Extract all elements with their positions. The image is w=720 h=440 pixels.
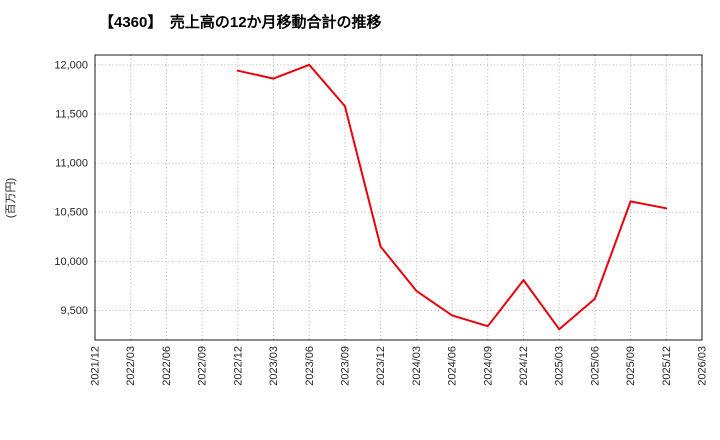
x-tick-label: 2025/06 [589,346,601,386]
x-tick-label: 2023/12 [375,346,387,386]
x-tick-label: 2025/03 [554,346,566,386]
x-tick-label: 2024/03 [411,346,423,386]
y-tick-label: 11,000 [55,158,88,170]
x-tick-label: 2022/06 [161,346,173,386]
x-tick-label: 2024/09 [482,346,494,386]
y-tick-label: 11,500 [55,108,88,120]
y-tick-label: 10,000 [54,256,88,268]
plot-area: 9,500 10,000 10,500 11,000 11,500 12,000 2021/… [54,54,709,386]
y-tick-label: 9,500 [60,305,88,317]
x-tick-label: 2025/09 [625,346,637,386]
series-line [236,63,668,331]
x-tick-label: 2023/09 [339,346,351,386]
y-tick-label: 10,500 [54,207,88,219]
x-tick-label: 2024/12 [518,346,530,386]
x-tick-label: 2022/12 [232,346,244,386]
y-axis-label: (百万円) [5,178,17,218]
x-tick-label: 2022/09 [197,346,209,386]
plot-frame [94,54,703,341]
y-tick-label: 12,000 [54,59,88,71]
x-tick-label: 2026/03 [697,346,709,386]
x-tick-label: 2023/06 [304,346,316,386]
chart-title: 【4360】 売上高の12か月移動合計の推移 [99,13,382,31]
x-tick-label: 2022/03 [125,346,137,386]
x-tick-label: 2024/06 [447,346,459,386]
x-tick-label: 2025/12 [661,346,673,386]
x-tick-label: 2023/03 [268,346,280,386]
x-tick-label: 2021/12 [90,346,102,386]
